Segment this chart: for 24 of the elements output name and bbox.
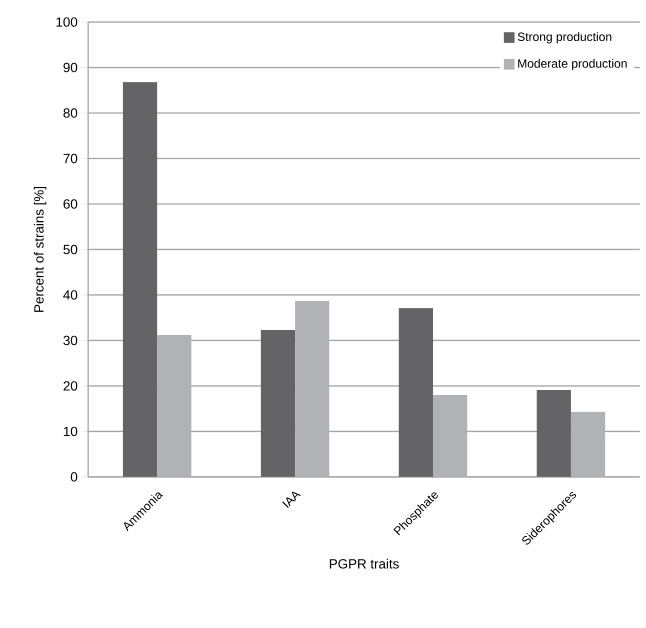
x-tick-label: IAA bbox=[282, 492, 301, 508]
bar bbox=[122, 82, 158, 477]
y-axis-title: Percent of strains [%] bbox=[34, 186, 46, 312]
bar bbox=[536, 390, 571, 477]
y-tick-label: 60 bbox=[64, 199, 78, 209]
y-tick-label: 70 bbox=[64, 154, 78, 164]
bar bbox=[295, 300, 330, 477]
bar bbox=[433, 394, 468, 477]
bar bbox=[157, 334, 192, 477]
y-tick-label: 50 bbox=[63, 244, 78, 254]
y-tick-label: 90 bbox=[64, 62, 78, 72]
y-tick-label: 0 bbox=[70, 472, 78, 482]
y-tick-label: 80 bbox=[63, 108, 78, 118]
y-tick-label: 30 bbox=[63, 336, 78, 346]
bar bbox=[398, 308, 434, 477]
y-tick-label: 100 bbox=[56, 17, 78, 27]
bar bbox=[260, 330, 296, 477]
legend-label: Strong production bbox=[518, 32, 612, 44]
y-tick-label: 20 bbox=[64, 381, 78, 391]
bar bbox=[570, 412, 606, 477]
y-tick-label: 40 bbox=[63, 290, 78, 300]
legend-label: Moderate production bbox=[518, 58, 627, 70]
x-axis-title: PGPR traits bbox=[330, 558, 399, 569]
y-tick-label: 10 bbox=[64, 426, 78, 436]
